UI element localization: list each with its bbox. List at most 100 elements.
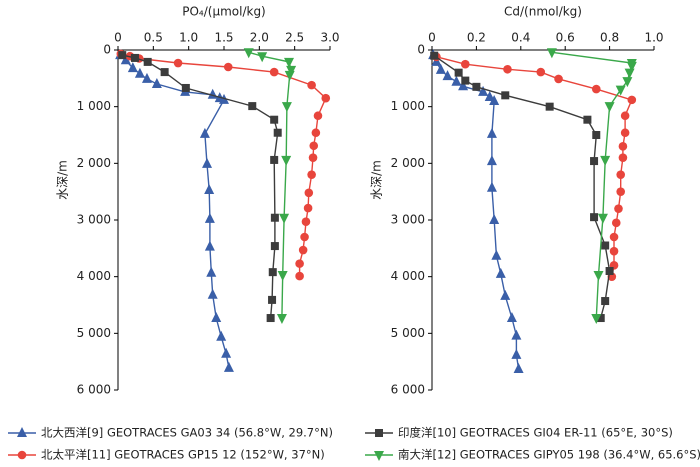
series-line	[432, 54, 520, 370]
y-tick-label: 2 000	[391, 156, 425, 170]
marker	[206, 266, 217, 277]
marker	[309, 141, 319, 151]
marker	[604, 102, 615, 113]
marker	[590, 213, 599, 222]
x-tick-label: 1.0	[179, 31, 198, 45]
marker	[486, 127, 497, 138]
marker	[609, 246, 619, 256]
marker	[204, 212, 215, 223]
marker	[204, 240, 215, 251]
y-axis-label: 水深/m	[370, 160, 384, 200]
marker	[223, 62, 233, 72]
marker	[622, 77, 633, 88]
marker	[511, 329, 522, 340]
y-tick-label: 6 000	[391, 383, 425, 397]
marker	[301, 217, 311, 226]
marker	[609, 232, 619, 242]
marker	[207, 288, 218, 299]
marker	[202, 157, 213, 168]
marker	[307, 170, 316, 179]
marker	[554, 74, 563, 84]
marker	[130, 53, 139, 62]
marker	[143, 57, 152, 66]
marker	[620, 128, 630, 138]
marker	[503, 64, 512, 74]
marker	[454, 68, 463, 77]
marker	[458, 80, 469, 91]
marker	[311, 128, 321, 138]
marker	[273, 128, 282, 137]
marker	[593, 270, 604, 281]
y-tick-label: 3 000	[391, 213, 425, 227]
marker	[268, 268, 277, 277]
x-tick-label: 3.0	[320, 31, 339, 45]
y-tick-label: 1 000	[77, 99, 111, 113]
marker	[266, 314, 275, 323]
y-tick-label: 6 000	[77, 383, 111, 397]
x-tick-label: 2.5	[285, 31, 304, 45]
legend-marker	[375, 429, 383, 437]
marker	[472, 82, 481, 91]
marker	[270, 155, 279, 164]
marker	[500, 289, 511, 300]
marker	[461, 76, 470, 85]
marker	[596, 314, 605, 323]
legend-marker	[374, 451, 384, 461]
marker	[300, 232, 309, 242]
marker	[616, 187, 625, 196]
marker	[127, 62, 138, 73]
x-tick-label: 0	[114, 31, 122, 45]
marker	[601, 241, 610, 250]
marker	[216, 330, 227, 341]
marker	[486, 155, 497, 166]
legend-label: 南大洋[12] GEOTRACES GIPY05 198 (36.4°W, 65…	[398, 448, 700, 462]
x-axis-label: PO₄/(μmol/kg)	[182, 5, 266, 19]
marker	[276, 314, 287, 325]
x-tick-label: 0.6	[556, 31, 575, 45]
y-axis-label: 水深/m	[56, 160, 70, 200]
legend-marker	[17, 427, 27, 437]
marker	[313, 111, 323, 121]
x-tick-label: 1.0	[644, 31, 663, 45]
marker	[590, 157, 599, 166]
marker	[626, 61, 637, 72]
marker	[221, 347, 232, 358]
marker	[284, 70, 295, 81]
x-tick-label: 0.4	[511, 31, 530, 45]
marker	[199, 127, 210, 138]
y-tick-label: 4 000	[391, 269, 425, 283]
marker	[627, 95, 637, 105]
marker	[451, 75, 462, 86]
marker	[506, 312, 517, 323]
marker	[618, 142, 628, 151]
marker	[511, 348, 522, 359]
marker	[546, 48, 557, 59]
y-tick-label: 1 000	[391, 99, 425, 113]
marker	[430, 51, 439, 60]
marker	[605, 267, 614, 275]
marker	[611, 218, 621, 228]
marker	[277, 270, 288, 281]
marker	[295, 271, 304, 281]
marker	[620, 111, 630, 121]
marker	[173, 58, 183, 68]
marker	[270, 213, 279, 222]
marker	[281, 102, 292, 113]
marker	[618, 153, 628, 162]
marker	[489, 95, 500, 105]
marker	[435, 63, 446, 74]
marker	[269, 67, 279, 77]
marker	[141, 72, 152, 83]
marker	[181, 83, 190, 92]
legend-marker	[17, 450, 27, 460]
marker	[591, 84, 601, 94]
marker	[295, 259, 304, 268]
marker	[583, 115, 592, 124]
marker	[495, 267, 506, 278]
marker	[461, 59, 470, 69]
marker	[270, 242, 279, 251]
marker	[204, 183, 215, 194]
x-tick-label: 0.2	[467, 31, 486, 45]
marker	[304, 188, 314, 198]
